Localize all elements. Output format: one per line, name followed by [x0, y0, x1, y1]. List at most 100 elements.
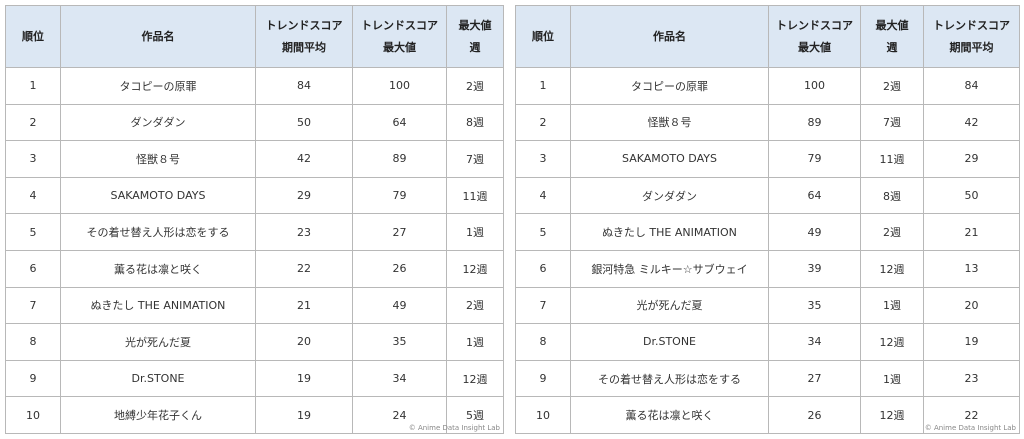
- cell: 怪獣８号: [571, 104, 769, 142]
- cell: 2: [6, 104, 61, 142]
- cell: 1: [6, 68, 61, 105]
- header-text: 最大値: [798, 40, 831, 54]
- cell: 光が死んだ夏: [61, 324, 256, 361]
- header-text: 作品名: [141, 29, 175, 43]
- cell: 20: [924, 287, 1020, 325]
- cell: ぬきたし THE ANIMATION: [61, 287, 256, 325]
- cell: ぬきたし THE ANIMATION: [571, 214, 769, 251]
- header-text: トレンドスコア: [265, 18, 343, 32]
- cell: 12週: [447, 360, 504, 398]
- header-text: 順位: [532, 29, 554, 43]
- cell: ダンダダン: [61, 104, 256, 142]
- cell: 1週: [447, 324, 504, 361]
- cell: 13: [924, 251, 1020, 288]
- cell: その着せ替え人形は恋をする: [571, 360, 769, 398]
- header-text: 週: [886, 40, 898, 54]
- cell: 銀河特急 ミルキー☆サブウェイ: [571, 251, 769, 288]
- cell: 64: [353, 104, 447, 142]
- header-cell: 最大値週: [861, 6, 924, 68]
- cell: 42: [924, 104, 1020, 142]
- cell: 19: [924, 324, 1020, 361]
- cell: 42: [256, 141, 353, 178]
- cell: 21: [924, 214, 1020, 251]
- header-text: 週: [469, 40, 481, 54]
- header-cell: 作品名: [571, 6, 769, 68]
- header-text: 作品名: [653, 29, 686, 43]
- cell: 地縛少年花子くん: [61, 397, 256, 434]
- header-text: トレンドスコア: [361, 18, 438, 32]
- header-cell: 順位: [516, 6, 571, 68]
- cell: 3: [6, 141, 61, 178]
- header-text: トレンドスコア: [933, 18, 1010, 32]
- cell: 100: [353, 68, 447, 105]
- header-text: 最大値: [383, 40, 416, 54]
- cell: 2週: [447, 68, 504, 105]
- header-cell: トレンドスコア 期間平均: [924, 6, 1020, 68]
- cell: ダンダダン: [571, 177, 769, 215]
- cell: 7: [516, 287, 571, 325]
- cell: 7週: [861, 104, 924, 142]
- cell: 84: [256, 68, 353, 105]
- header-text: 期間平均: [949, 40, 994, 54]
- cell: 2: [516, 104, 571, 142]
- cell: 5週: [447, 397, 504, 434]
- cell: 23: [256, 214, 353, 251]
- cell: 50: [924, 177, 1020, 215]
- cell: 10: [6, 397, 61, 434]
- cell: 12週: [861, 251, 924, 288]
- cell: 1週: [861, 360, 924, 398]
- cell: 2週: [447, 287, 504, 325]
- cell: 12週: [861, 397, 924, 434]
- header-text: トレンドスコア: [776, 18, 853, 32]
- cell: 64: [769, 177, 861, 215]
- header-cell: トレンドスコア 期間平均: [256, 6, 353, 68]
- header-text: 期間平均: [282, 40, 326, 54]
- cell: 8週: [861, 177, 924, 215]
- cell: 21: [256, 287, 353, 325]
- cell: 薫る花は凛と咲く: [571, 397, 769, 434]
- cell: 9: [516, 360, 571, 398]
- cell: 50: [256, 104, 353, 142]
- table: 順位 作品名 トレンドスコア 期間平均 トレンドスコア 最大値 最大値週 1 タコピーの原罪 84…: [5, 5, 504, 434]
- cell: 19: [256, 360, 353, 398]
- cell: SAKAMOTO DAYS: [571, 141, 769, 178]
- cell: 34: [353, 360, 447, 398]
- cell: 8: [516, 324, 571, 361]
- cell: Dr.STONE: [571, 324, 769, 361]
- cell: 79: [769, 141, 861, 178]
- cell: 27: [769, 360, 861, 398]
- cell: 49: [353, 287, 447, 325]
- cell: 34: [769, 324, 861, 361]
- cell: 3: [516, 141, 571, 178]
- cell: 29: [924, 141, 1020, 178]
- header-text: 最大値: [458, 18, 492, 32]
- header-cell: 最大値週: [447, 6, 504, 68]
- cell: 6: [6, 251, 61, 288]
- cell: 1週: [861, 287, 924, 325]
- cell: 89: [769, 104, 861, 142]
- cell: 2週: [861, 214, 924, 251]
- watermark: © Anime Data Insight Lab: [924, 424, 1016, 432]
- cell: 1週: [447, 214, 504, 251]
- cell: 35: [353, 324, 447, 361]
- cell: 怪獣８号: [61, 141, 256, 178]
- cell: 5: [516, 214, 571, 251]
- cell: 49: [769, 214, 861, 251]
- cell: 6: [516, 251, 571, 288]
- cell: 12週: [861, 324, 924, 361]
- cell: 20: [256, 324, 353, 361]
- header-cell: トレンドスコア 最大値: [353, 6, 447, 68]
- cell: 薫る花は凛と咲く: [61, 251, 256, 288]
- cell: 2週: [861, 68, 924, 105]
- cell: 12週: [447, 251, 504, 288]
- cell: 1: [516, 68, 571, 105]
- cell: 35: [769, 287, 861, 325]
- header-cell: 順位: [6, 6, 61, 68]
- cell: 23: [924, 360, 1020, 398]
- cell: SAKAMOTO DAYS: [61, 177, 256, 215]
- cell: 79: [353, 177, 447, 215]
- cell: 89: [353, 141, 447, 178]
- cell: 26: [353, 251, 447, 288]
- cell: 26: [769, 397, 861, 434]
